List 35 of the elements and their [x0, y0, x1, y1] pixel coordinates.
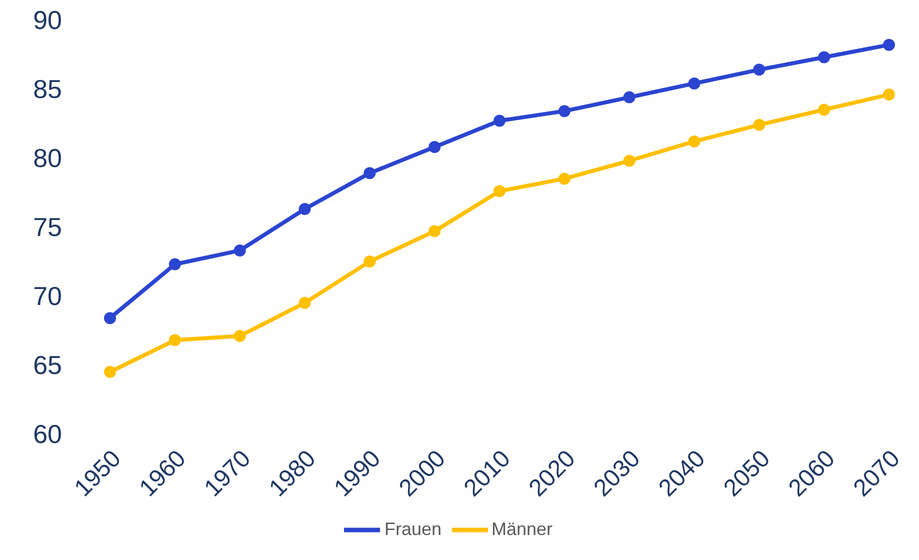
point: [428, 225, 441, 238]
y-tick-label: 60: [33, 419, 62, 450]
point: [623, 154, 636, 167]
point: [428, 140, 441, 153]
point: [104, 366, 116, 378]
point: [234, 330, 246, 342]
point: [234, 244, 246, 256]
point: [168, 258, 181, 270]
y-tick-label: 80: [33, 143, 62, 174]
y-tick-label: 70: [33, 281, 62, 312]
point: [753, 64, 766, 76]
point: [494, 185, 506, 198]
point: [818, 51, 830, 64]
point: [104, 312, 116, 324]
point: [688, 77, 700, 90]
point: [168, 334, 181, 346]
y-tick-label: 75: [33, 212, 62, 242]
point: [298, 203, 311, 216]
legend-label: Männer: [492, 518, 553, 539]
point: [364, 256, 376, 268]
point: [558, 105, 570, 118]
y-tick-label: 65: [33, 350, 62, 380]
legend-label: Frauen: [384, 518, 442, 539]
point: [623, 91, 636, 104]
point: [494, 114, 506, 127]
point: [558, 172, 570, 185]
point: [818, 104, 830, 116]
point: [753, 118, 766, 131]
point: [364, 167, 376, 180]
y-tick-label: 90: [33, 5, 62, 36]
point: [883, 88, 895, 101]
point: [688, 135, 700, 148]
y-tick-label: 85: [33, 74, 62, 104]
point: [883, 38, 895, 51]
point: [298, 296, 311, 309]
